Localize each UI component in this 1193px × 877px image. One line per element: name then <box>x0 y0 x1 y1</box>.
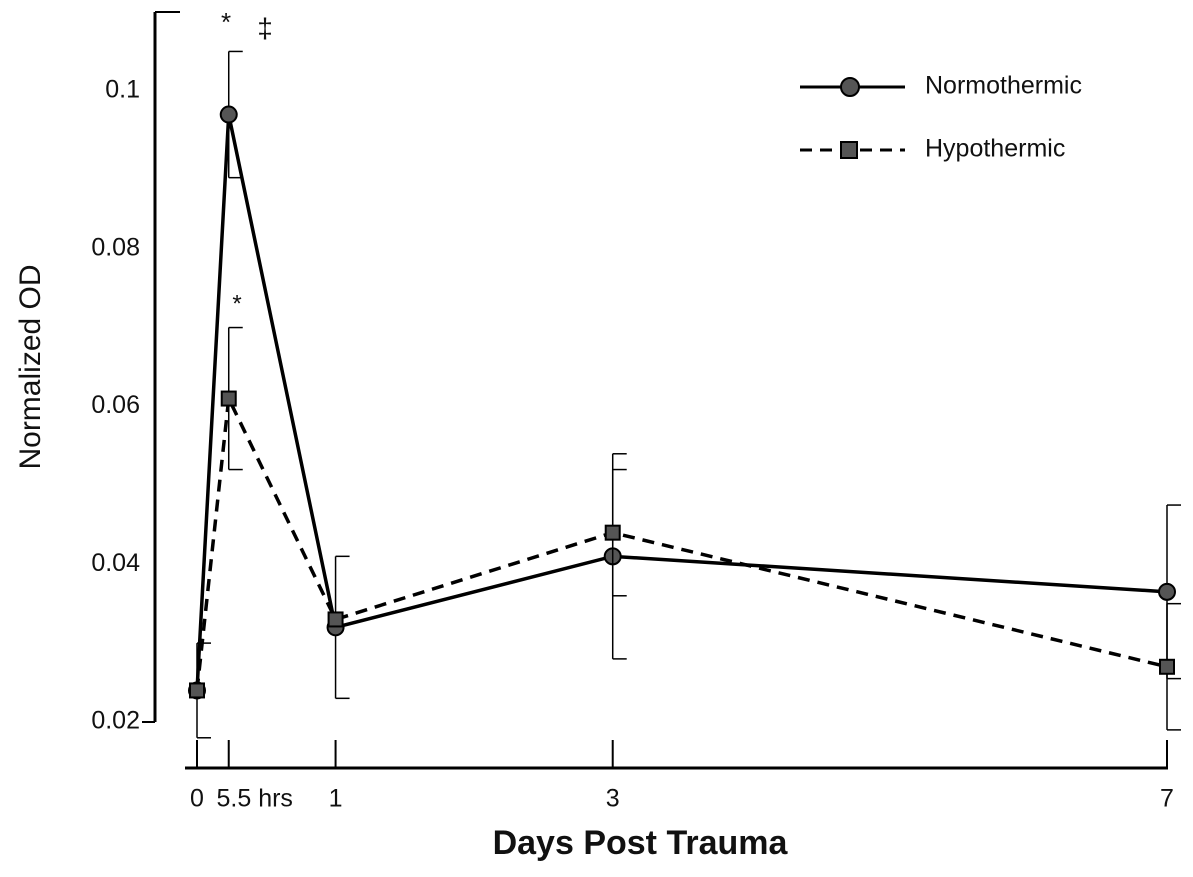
annotation: * <box>221 7 231 37</box>
y-tick-label: 0.06 <box>91 391 140 419</box>
legend-label: Normothermic <box>925 72 1082 100</box>
marker <box>189 682 205 699</box>
legend-marker <box>840 141 858 159</box>
x-axis-label: Days Post Trauma <box>493 824 789 862</box>
y-tick-label: 0.08 <box>91 233 140 261</box>
x-tick-label: 3 <box>606 785 620 813</box>
series-line <box>195 114 1168 691</box>
y-tick-label: 0.1 <box>105 75 140 103</box>
x-tick-label: 0 <box>190 785 204 813</box>
y-tick-label: 0.04 <box>91 549 140 577</box>
marker <box>220 390 237 407</box>
marker <box>327 611 344 628</box>
y-axis-label: Normalized OD <box>14 264 47 469</box>
x-tick-label: 1 <box>329 785 343 813</box>
legend-marker <box>840 77 860 97</box>
marker <box>1159 658 1175 675</box>
annotation: * <box>232 290 241 317</box>
marker <box>219 105 238 124</box>
legend-label: Hypothermic <box>925 135 1065 163</box>
marker <box>604 524 621 541</box>
x-tick-label: 5.5 hrs <box>217 785 293 813</box>
annotation: ‡ <box>257 12 273 43</box>
marker <box>1158 582 1176 601</box>
y-tick-label: 0.02 <box>91 707 140 735</box>
x-tick-label: 7 <box>1160 785 1174 813</box>
series-line <box>195 392 1168 691</box>
